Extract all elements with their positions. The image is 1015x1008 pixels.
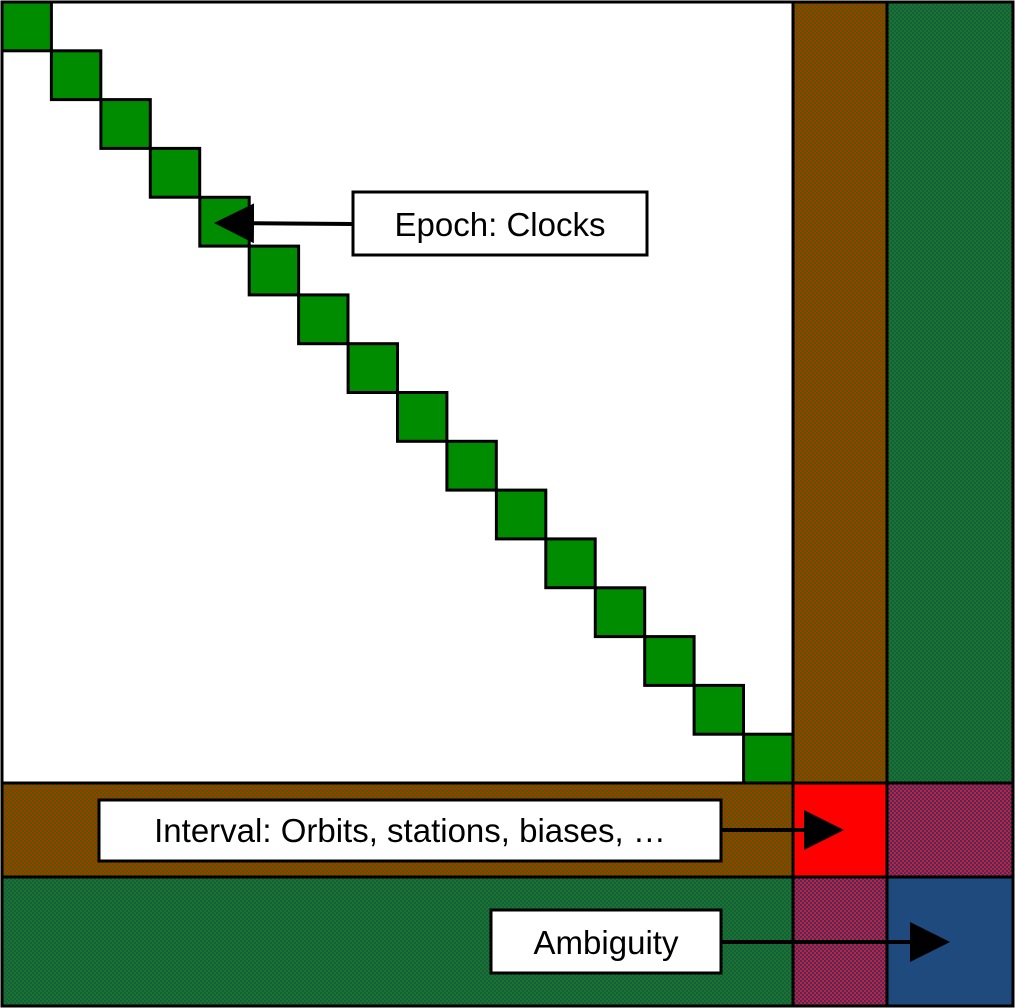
clock-block: [0, 0, 53, 53]
clock-block: [49, 49, 103, 102]
ambiguity-label-box: [489, 908, 723, 975]
clock-block: [544, 537, 597, 590]
clock-block: [692, 683, 745, 736]
clock-block: [297, 293, 350, 346]
clock-block: [346, 342, 400, 395]
clock-block: [148, 146, 202, 199]
ambiguity-label: Ambiguity: [534, 924, 679, 961]
epoch-interval-cross-block: [791, 0, 889, 785]
clock-block: [247, 244, 301, 297]
epoch-ambiguity-cross-block: [885, 0, 1015, 785]
clock-block: [593, 586, 647, 639]
clock-block: [742, 732, 795, 785]
epoch-label: Epoch: Clocks: [395, 206, 606, 243]
clock-block: [494, 488, 548, 541]
interval-ambiguity-cross-block: [885, 781, 1015, 879]
clock-block: [445, 439, 498, 492]
clock-block: [99, 98, 152, 150]
clock-block: [643, 635, 696, 687]
clock-block: [396, 391, 449, 443]
epoch-arrow: [214, 203, 354, 244]
interval-label-box: [97, 798, 723, 863]
epoch-label-box: [351, 190, 649, 257]
interval-label: Interval: Orbits, stations, biases, …: [154, 812, 666, 849]
